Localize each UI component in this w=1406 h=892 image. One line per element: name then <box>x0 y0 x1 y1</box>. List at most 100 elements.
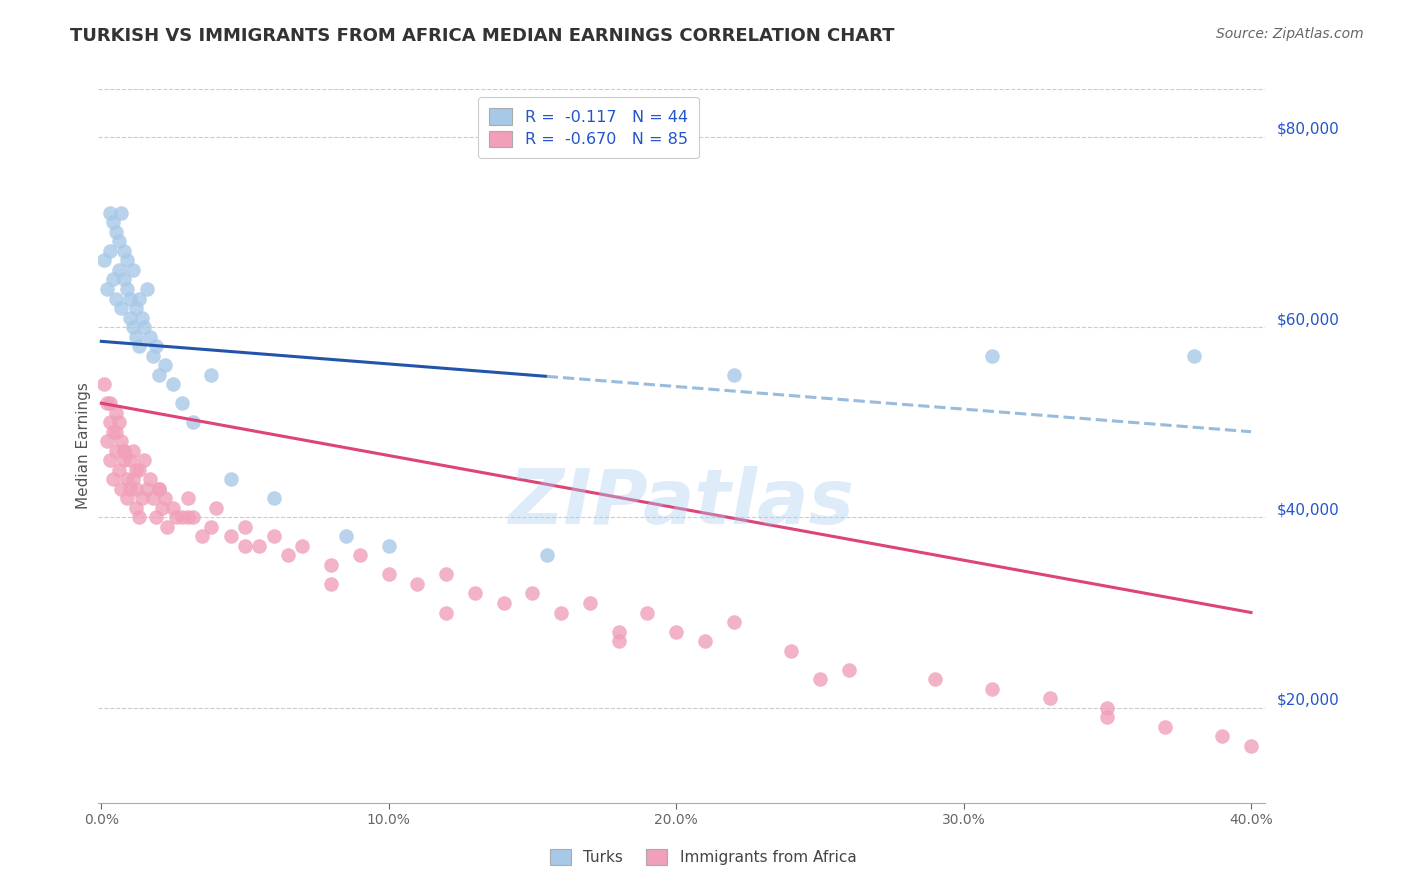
Point <box>101 272 124 286</box>
Point <box>981 681 1004 696</box>
Point <box>128 510 150 524</box>
Point <box>145 510 167 524</box>
Point <box>104 425 127 439</box>
Point <box>115 491 138 506</box>
Text: $40,000: $40,000 <box>1277 502 1340 517</box>
Point <box>98 415 121 429</box>
Point <box>128 339 150 353</box>
Point <box>406 577 429 591</box>
Point <box>110 434 132 449</box>
Point <box>107 463 129 477</box>
Point <box>176 491 198 506</box>
Point <box>128 463 150 477</box>
Point <box>434 567 457 582</box>
Point <box>200 368 222 382</box>
Point <box>110 482 132 496</box>
Point <box>112 443 135 458</box>
Point <box>98 396 121 410</box>
Text: $80,000: $80,000 <box>1277 122 1340 136</box>
Point <box>153 491 176 506</box>
Text: $60,000: $60,000 <box>1277 312 1340 327</box>
Point <box>118 453 141 467</box>
Point <box>112 453 135 467</box>
Point <box>150 500 173 515</box>
Point <box>112 244 135 258</box>
Point <box>112 272 135 286</box>
Point <box>148 482 170 496</box>
Point <box>205 500 228 515</box>
Point <box>335 529 357 543</box>
Point <box>176 510 198 524</box>
Point <box>125 329 148 343</box>
Point <box>464 586 486 600</box>
Point <box>96 396 118 410</box>
Point <box>139 329 162 343</box>
Point <box>110 301 132 315</box>
Point <box>122 472 145 486</box>
Point <box>93 253 115 268</box>
Point <box>139 472 162 486</box>
Point <box>112 443 135 458</box>
Point <box>1039 691 1062 706</box>
Point <box>122 263 145 277</box>
Point <box>1211 729 1233 743</box>
Point <box>128 292 150 306</box>
Legend: Turks, Immigrants from Africa: Turks, Immigrants from Africa <box>544 843 862 871</box>
Point <box>98 453 121 467</box>
Point <box>136 482 159 496</box>
Point <box>277 549 299 563</box>
Point <box>118 292 141 306</box>
Point <box>377 567 399 582</box>
Point <box>101 215 124 229</box>
Legend: R =  -0.117   N = 44, R =  -0.670   N = 85: R = -0.117 N = 44, R = -0.670 N = 85 <box>478 97 699 158</box>
Point <box>263 491 285 506</box>
Point <box>636 606 658 620</box>
Point <box>1240 739 1263 753</box>
Point <box>104 406 127 420</box>
Point <box>131 310 153 325</box>
Point <box>153 358 176 372</box>
Point <box>200 520 222 534</box>
Point <box>165 510 187 524</box>
Point <box>134 320 156 334</box>
Point <box>693 634 716 648</box>
Point <box>607 634 630 648</box>
Text: $20,000: $20,000 <box>1277 693 1340 707</box>
Point <box>377 539 399 553</box>
Point <box>838 663 860 677</box>
Point <box>148 482 170 496</box>
Point <box>1153 720 1175 734</box>
Point <box>1097 700 1119 714</box>
Point <box>291 539 314 553</box>
Point <box>142 349 165 363</box>
Point <box>122 320 145 334</box>
Point <box>125 301 148 315</box>
Point <box>122 443 145 458</box>
Point <box>145 339 167 353</box>
Point <box>808 672 831 686</box>
Point <box>104 225 127 239</box>
Point <box>981 349 1004 363</box>
Point <box>101 472 124 486</box>
Point <box>181 415 204 429</box>
Point <box>233 520 256 534</box>
Point <box>247 539 270 553</box>
Point <box>101 425 124 439</box>
Point <box>107 235 129 249</box>
Point <box>1182 349 1205 363</box>
Point <box>723 615 745 629</box>
Point <box>181 510 204 524</box>
Point <box>118 482 141 496</box>
Point <box>98 206 121 220</box>
Text: TURKISH VS IMMIGRANTS FROM AFRICA MEDIAN EARNINGS CORRELATION CHART: TURKISH VS IMMIGRANTS FROM AFRICA MEDIAN… <box>70 27 894 45</box>
Point <box>125 482 148 496</box>
Point <box>110 206 132 220</box>
Point <box>191 529 214 543</box>
Text: Source: ZipAtlas.com: Source: ZipAtlas.com <box>1216 27 1364 41</box>
Point <box>219 529 242 543</box>
Point <box>434 606 457 620</box>
Point <box>1097 710 1119 724</box>
Point <box>607 624 630 639</box>
Y-axis label: Median Earnings: Median Earnings <box>76 383 91 509</box>
Point <box>924 672 946 686</box>
